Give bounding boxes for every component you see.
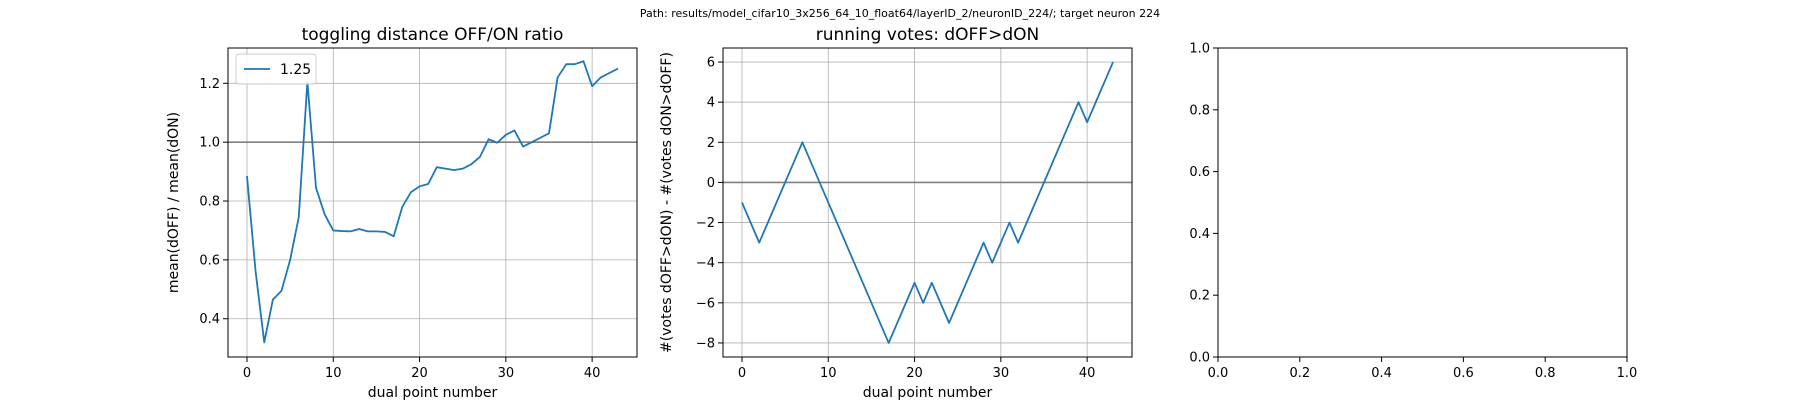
y-tick-label: 1.2 (199, 77, 220, 92)
y-tick-label: 0.4 (199, 312, 220, 327)
y-tick-label: 0 (707, 176, 715, 191)
x-tick-label: 30 (498, 366, 515, 381)
y-tick-label: 1.0 (199, 136, 220, 151)
chart-title: running votes: dOFF>dON (816, 25, 1039, 45)
x-tick-label: 10 (325, 366, 342, 381)
x-tick-label: 1.0 (1617, 366, 1638, 381)
y-axis-label: mean(dOFF) / mean(dON) (166, 112, 182, 293)
x-tick-label: 30 (993, 366, 1010, 381)
x-tick-label: 0.4 (1371, 366, 1392, 381)
y-tick-label: 0.0 (1189, 351, 1210, 366)
y-tick-label: −8 (696, 336, 715, 351)
y-tick-label: −4 (696, 256, 715, 271)
y-tick-label: 0.4 (1189, 227, 1210, 242)
axes-frame (227, 47, 638, 358)
x-tick-label: 0.0 (1208, 366, 1229, 381)
y-tick-label: −6 (696, 296, 715, 311)
chart-panel-2: 0 10 20 30 40 −8 −6 −4 −2 0 2 4 6 running votes: dOFF… (659, 25, 1133, 400)
y-tick-label: 0.6 (1189, 165, 1210, 180)
axes-frame (722, 47, 1133, 358)
chart-panel-3: 0.0 0.2 0.4 0.6 0.8 1.0 0.0 0.2 0.4 0.6 0.8 1.0 (1189, 42, 1637, 382)
x-tick-label: 20 (411, 366, 428, 381)
chart-title: toggling distance OFF/ON ratio (302, 25, 564, 45)
y-tick-label: 0.6 (199, 253, 220, 268)
series-line-1 (246, 60, 619, 344)
x-tick-label: 0 (738, 366, 746, 381)
y-tick-label: −2 (696, 216, 715, 231)
legend-box (235, 53, 317, 85)
legend-label: 1.25 (280, 62, 311, 78)
x-tick-label: 0.6 (1453, 366, 1474, 381)
x-axis-label: dual point number (863, 385, 993, 400)
y-tick-label: 2 (707, 136, 715, 151)
y-tick-label: 6 (707, 56, 715, 71)
x-tick-label: 40 (584, 366, 601, 381)
x-tick-label: 20 (906, 366, 923, 381)
y-axis-label: #(votes dOFF>dON) - #(votes dON>dOFF) (659, 52, 675, 353)
figure-suptitle: Path: results/model_cifar10_3x256_64_10_… (640, 7, 1160, 20)
x-axis-label: dual point number (368, 385, 498, 400)
x-tick-label: 0 (243, 366, 251, 381)
x-tick-label: 0.2 (1289, 366, 1310, 381)
y-tick-label: 0.8 (1189, 103, 1210, 118)
y-tick-label: 0.2 (1189, 289, 1210, 304)
axes-frame (1217, 47, 1628, 358)
x-tick-label: 40 (1079, 366, 1096, 381)
y-tick-label: 4 (707, 96, 715, 111)
y-tick-label: 1.0 (1189, 42, 1210, 57)
legend: 1.25 (235, 53, 317, 85)
x-tick-label: 10 (820, 366, 837, 381)
y-tick-label: 0.8 (199, 195, 220, 210)
x-tick-label: 0.8 (1535, 366, 1556, 381)
chart-panel-1: 0 10 20 30 40 0.4 0.6 0.8 1.0 1.2 toggling distanc… (166, 25, 638, 400)
series-line-1 (741, 61, 1114, 344)
